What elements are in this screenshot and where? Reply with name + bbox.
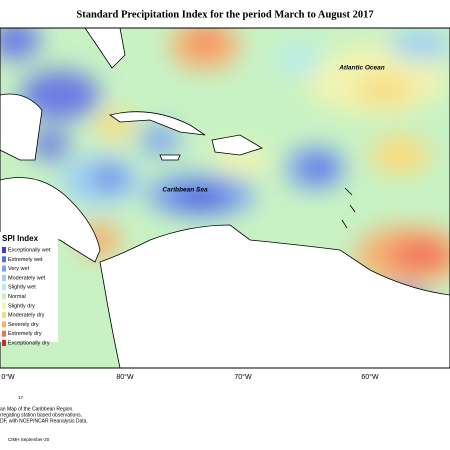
south-america	[99, 224, 450, 368]
map-frame	[0, 27, 450, 369]
jamaica	[159, 154, 181, 161]
spi-field	[0, 28, 450, 368]
footer-line: DF, with NCEP/NCAR Reanalysis Data.	[0, 418, 88, 424]
florida	[84, 28, 126, 69]
legend-label: Slightly dry	[8, 303, 35, 309]
lesser-antilles	[341, 187, 356, 229]
sea-label: Caribbean Sea	[162, 187, 208, 194]
legend-label: Normal	[8, 294, 26, 300]
longitude-label: 0°W	[1, 373, 15, 381]
cuba	[109, 111, 206, 136]
legend-box	[0, 232, 58, 342]
legend-label: Very wet	[8, 266, 30, 272]
longitude-label: 60°W	[361, 373, 379, 381]
hispaniola	[211, 134, 263, 156]
legend-label: Slightly wet	[8, 285, 36, 291]
yucatan	[0, 93, 43, 161]
legend-swatch	[2, 302, 6, 309]
legend-swatch	[2, 340, 6, 346]
map-title: Standard Precipitation Index for the per…	[76, 9, 373, 20]
footer-credit: CIMH September-20	[8, 437, 50, 442]
legend-title: SPI Index	[2, 234, 39, 243]
legend-label: Extremely wet	[8, 257, 43, 263]
footer: an Map of the Caribbean Region.rregating…	[0, 406, 88, 424]
longitude-labels: 0°W 80°W 70°W 60°W	[1, 373, 379, 381]
legend-label: Exceptionally dry	[8, 340, 50, 346]
footer-line: rregating station based observations,	[0, 412, 82, 418]
legend-swatch	[2, 247, 6, 253]
ocean-label: Atlantic Ocean	[338, 65, 385, 72]
longitude-label: 70°W	[234, 373, 252, 381]
legend-label: Moderately dry	[8, 313, 45, 319]
legend-swatch	[2, 265, 6, 272]
legend-swatch	[2, 274, 6, 281]
legend-label: Exceptionally wet	[8, 247, 51, 253]
legend: SPI Index Exceptionally wet Extremely wet…	[0, 232, 58, 346]
central-america	[0, 177, 101, 263]
legend-swatch	[2, 284, 6, 291]
legend-swatch	[2, 330, 6, 337]
footer-number: 17	[18, 395, 24, 400]
legend-label: Severely dry	[8, 322, 39, 328]
footer-line: an Map of the Caribbean Region.	[0, 406, 74, 412]
legend-swatch	[2, 321, 6, 328]
legend-swatch	[2, 256, 6, 263]
legend-label: Moderately wet	[8, 275, 46, 281]
legend-label: Extremely dry	[8, 331, 42, 337]
legend-swatch	[2, 293, 6, 300]
longitude-label: 80°W	[116, 373, 134, 381]
legend-swatch	[2, 312, 6, 319]
